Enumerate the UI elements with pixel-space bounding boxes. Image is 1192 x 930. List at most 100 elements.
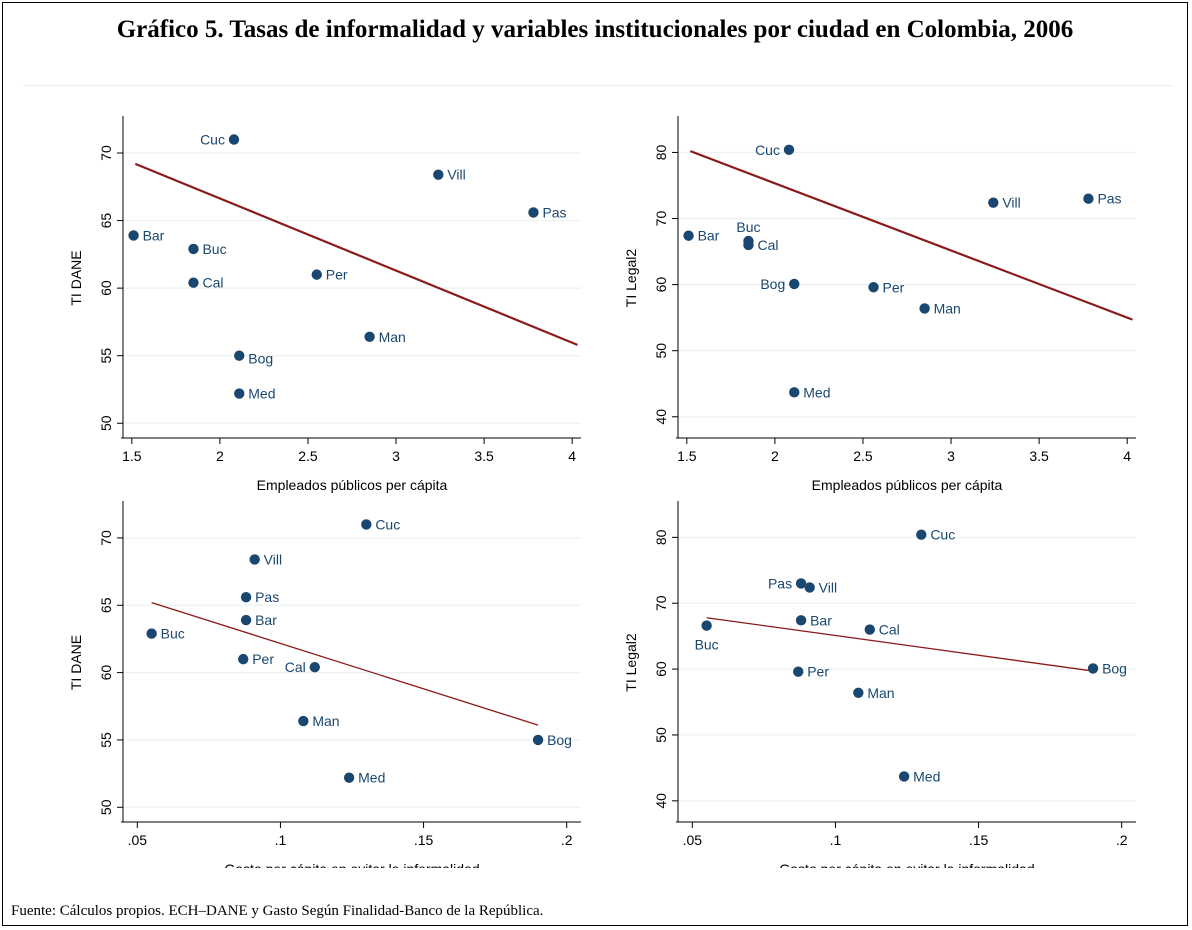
x-tick-label: .1 xyxy=(275,832,287,848)
point-cuc xyxy=(916,529,927,540)
point-vill xyxy=(804,582,815,593)
point-label: Vill xyxy=(447,167,465,183)
point-cuc xyxy=(783,144,795,155)
point-label: Buc xyxy=(736,219,760,235)
point-label: Cuc xyxy=(755,142,780,158)
point-man xyxy=(364,331,375,342)
y-tick-label: 80 xyxy=(653,529,669,545)
point-label: Cal xyxy=(879,622,900,638)
point-label: Per xyxy=(252,651,274,667)
point-cal xyxy=(743,239,754,251)
point-label: Med xyxy=(913,768,940,784)
point-med xyxy=(789,387,800,398)
point-cuc xyxy=(361,519,372,530)
point-per xyxy=(238,653,249,665)
y-tick-label: 40 xyxy=(653,793,669,809)
point-cal xyxy=(188,277,199,288)
point-label: Man xyxy=(867,685,894,701)
x-tick-label: .05 xyxy=(683,832,703,848)
point-med xyxy=(234,388,245,399)
point-label: Cuc xyxy=(375,516,400,532)
x-tick-label: .05 xyxy=(128,832,148,848)
point-label: Bog xyxy=(248,351,273,367)
point-label: Cal xyxy=(757,237,778,253)
y-axis-title: TI Legal2 xyxy=(623,633,639,692)
point-label: Per xyxy=(883,279,905,295)
x-tick-label: 2 xyxy=(216,448,224,464)
point-label: Vill xyxy=(264,551,282,567)
y-tick-label: 55 xyxy=(98,732,114,748)
point-label: Med xyxy=(803,384,830,400)
point-label: Man xyxy=(934,300,961,316)
x-tick-label: .15 xyxy=(414,832,434,848)
point-pas xyxy=(528,207,539,218)
point-label: Pas xyxy=(542,204,566,220)
y-tick-label: 80 xyxy=(653,144,669,160)
point-bog xyxy=(1087,663,1099,674)
scatter-panel-4: 40 50 60 70 80 .05 .1 .15 .2 Gasto per cápita en … xyxy=(623,501,1136,877)
point-pas xyxy=(795,578,807,589)
y-tick-label: 70 xyxy=(98,530,114,546)
plot-area: 50 55 60 65 70 1.5 2 2.5 3 3.5 4 Empleados públicos… xyxy=(23,85,1173,877)
point-label: Med xyxy=(358,770,385,786)
x-tick-label: .15 xyxy=(969,832,989,848)
point-label: Bog xyxy=(547,732,572,748)
point-label: Buc xyxy=(695,637,719,653)
point-man xyxy=(853,687,864,698)
fit-line xyxy=(706,617,1094,672)
y-tick-label: 60 xyxy=(653,661,669,677)
scatter-panel-1: 50 55 60 65 70 1.5 2 2.5 3 3.5 4 Empleados públicos… xyxy=(68,116,581,493)
point-bar xyxy=(683,230,694,241)
y-tick-label: 50 xyxy=(653,727,669,743)
x-tick-label: 3.5 xyxy=(474,448,494,464)
point-label: Cuc xyxy=(930,527,955,543)
point-label: Cuc xyxy=(200,132,225,148)
y-tick-label: 50 xyxy=(98,415,114,431)
point-label: Buc xyxy=(202,241,226,257)
y-tick-label: 60 xyxy=(98,665,114,681)
y-tick-label: 70 xyxy=(653,595,669,611)
point-vill xyxy=(988,197,999,208)
y-tick-label: 65 xyxy=(98,597,114,613)
point-buc xyxy=(188,243,199,255)
point-bog xyxy=(789,278,800,290)
fit-line xyxy=(134,162,578,346)
point-man xyxy=(298,715,309,727)
point-label: Buc xyxy=(161,626,185,642)
point-per xyxy=(311,269,322,280)
point-per xyxy=(793,666,804,677)
point-med xyxy=(343,772,355,783)
x-tick-label: 2.5 xyxy=(298,448,318,464)
scatter-panel-2: 40 50 60 70 80 1.5 2 2.5 3 3.5 4 Empleados públicos… xyxy=(623,116,1136,493)
point-bog xyxy=(532,734,544,746)
point-label: Pas xyxy=(255,589,279,605)
point-label: Man xyxy=(379,329,406,345)
y-axis-title: TI DANE xyxy=(68,635,84,690)
x-tick-label: 2.5 xyxy=(853,448,873,464)
point-label: Per xyxy=(326,267,348,283)
point-cuc xyxy=(228,134,240,145)
x-tick-label: 3 xyxy=(392,448,400,464)
point-vill xyxy=(433,169,444,180)
point-med xyxy=(898,771,910,782)
point-man xyxy=(919,303,930,314)
point-bar xyxy=(240,614,252,626)
x-tick-label: .2 xyxy=(561,832,573,848)
point-label: Bar xyxy=(698,228,720,244)
point-label: Pas xyxy=(1097,191,1121,207)
y-axis-title: TI DANE xyxy=(68,250,84,305)
y-tick-label: 70 xyxy=(98,145,114,161)
x-tick-label: 1.5 xyxy=(677,448,697,464)
point-label: Bar xyxy=(143,227,165,243)
y-tick-label: 65 xyxy=(98,213,114,229)
y-tick-label: 60 xyxy=(98,280,114,296)
point-pas xyxy=(1083,193,1094,204)
x-tick-label: 4 xyxy=(568,448,576,464)
y-tick-label: 60 xyxy=(653,277,669,293)
point-label: Vill xyxy=(819,579,837,595)
fit-line xyxy=(689,150,1133,321)
y-tick-label: 70 xyxy=(653,211,669,227)
x-axis-title: Gasto per cápita en evitar la informalid… xyxy=(779,861,1034,868)
point-label: Cal xyxy=(285,659,306,675)
figure-title: Gráfico 5. Tasas de informalidad y varia… xyxy=(116,16,1074,43)
